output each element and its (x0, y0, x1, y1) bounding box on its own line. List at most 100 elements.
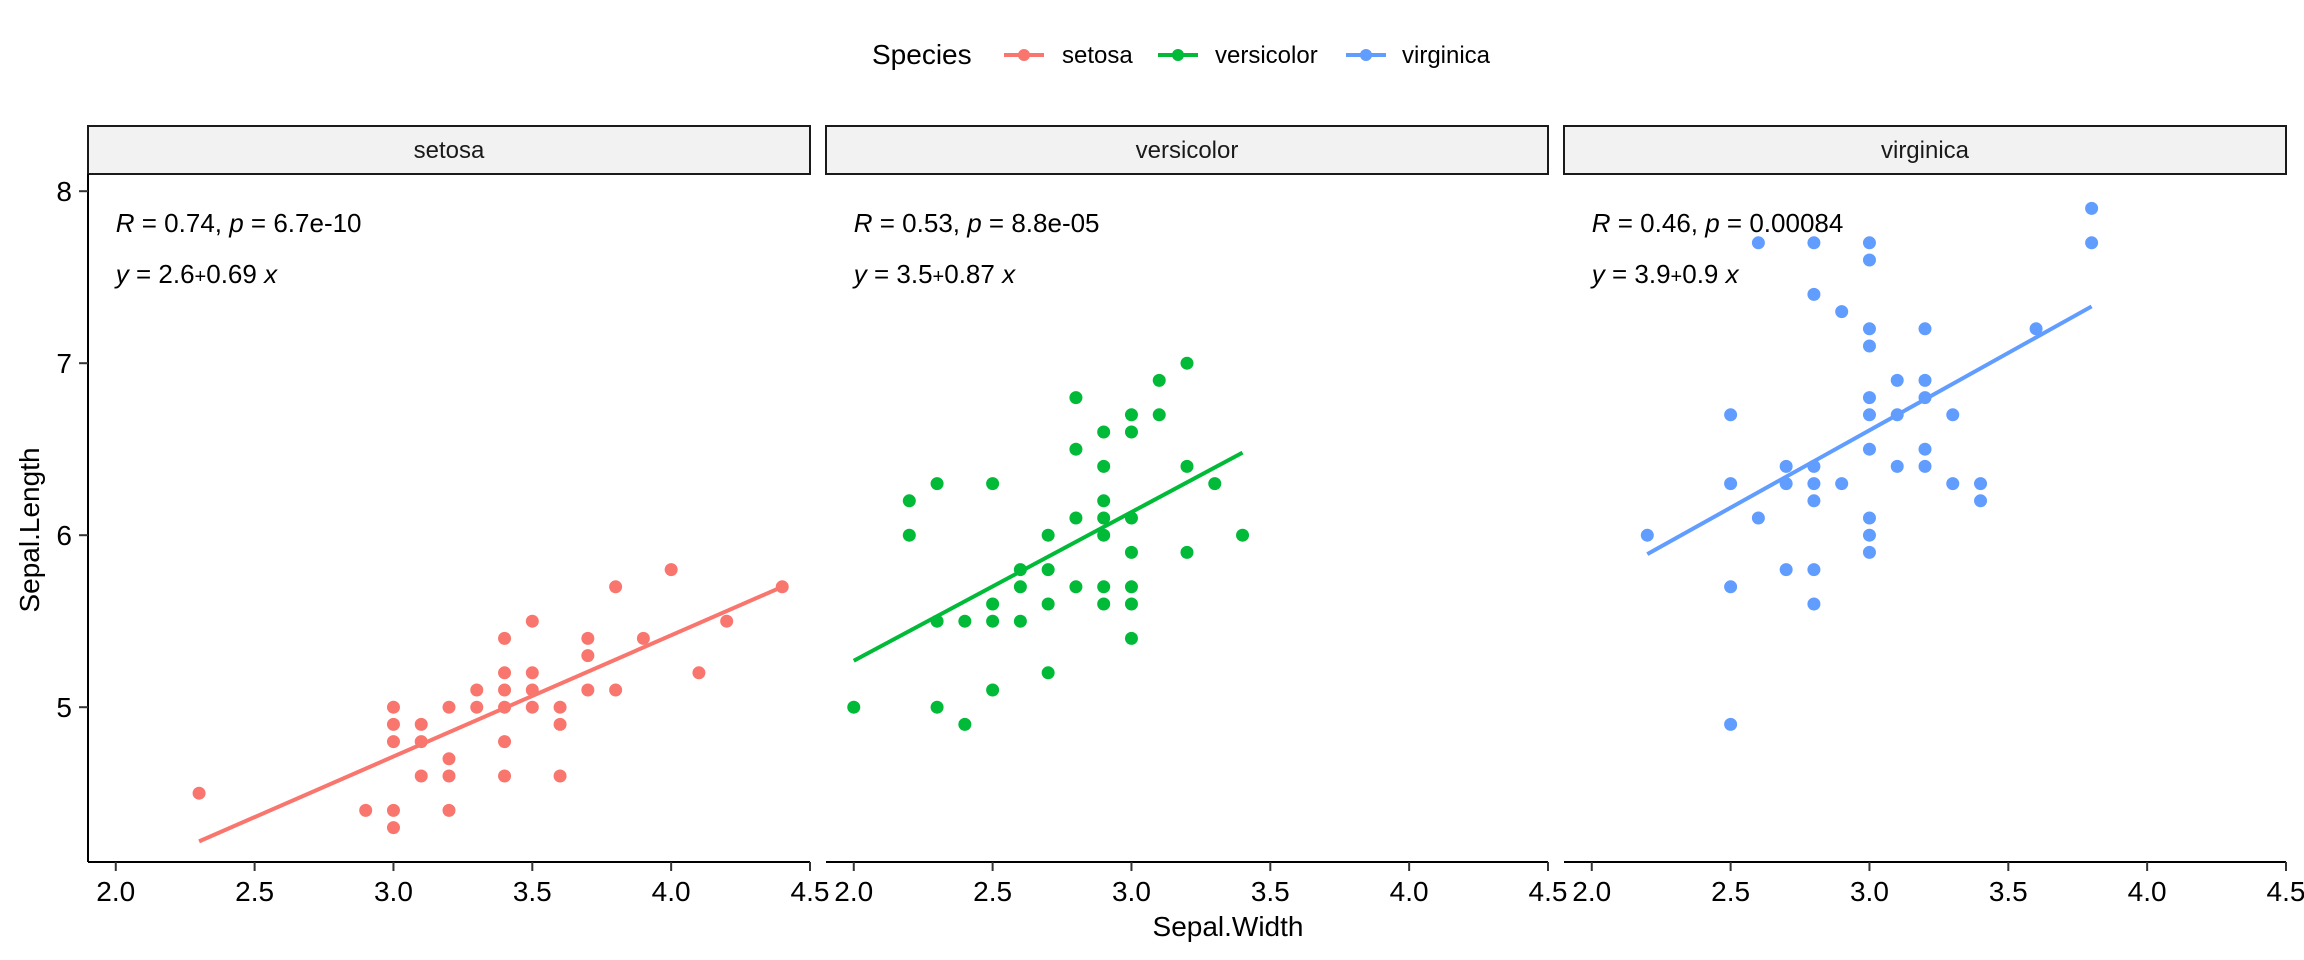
data-point (498, 769, 512, 783)
stat-value: = 0.74, (135, 208, 230, 238)
data-point (1807, 477, 1821, 491)
data-point (1807, 459, 1821, 473)
data-point (498, 631, 512, 645)
facet-panel-setosa: setosa 2.0 2.5 3.0 3.5 4.0 4.5 5 6 7 8 R = 0.74, p … (56, 125, 829, 907)
data-point (1180, 545, 1194, 559)
y-tick-label: 7 (56, 348, 72, 379)
equation-value: 0.9 (1682, 259, 1725, 289)
legend-label-versicolor: versicolor (1215, 42, 1318, 69)
stat-value: = 0.00084 (1720, 208, 1844, 238)
data-point (986, 683, 1000, 697)
data-point (1918, 442, 1932, 456)
data-point (1862, 528, 1876, 542)
data-point (1807, 597, 1821, 611)
data-point (1097, 494, 1111, 508)
data-point (1069, 511, 1083, 525)
data-point (1097, 459, 1111, 473)
data-point (386, 700, 400, 714)
equation-symbol: x (1000, 259, 1016, 289)
data-point (1180, 356, 1194, 370)
x-tick-label: 4.0 (652, 876, 691, 907)
data-point (986, 614, 1000, 628)
data-point (1862, 511, 1876, 525)
stat-symbol: R (1592, 208, 1611, 238)
data-point (1724, 408, 1738, 422)
facet-strip-label-versicolor: versicolor (1136, 137, 1239, 164)
data-point (1124, 597, 1138, 611)
data-point (1918, 459, 1932, 473)
data-point (1069, 442, 1083, 456)
data-point (525, 700, 539, 714)
x-tick-label: 2.0 (96, 876, 135, 907)
data-point (414, 769, 428, 783)
legend-title: Species (872, 39, 972, 70)
equation-value: 0.87 (944, 259, 1002, 289)
data-point (581, 683, 595, 697)
data-point (1862, 408, 1876, 422)
data-point (636, 631, 650, 645)
stat-symbol: p (966, 208, 981, 238)
x-axis-title: Sepal.Width (1153, 911, 1304, 942)
stat-value: = 0.53, (873, 208, 968, 238)
x-tick-label: 4.5 (2267, 876, 2304, 907)
data-point (1751, 236, 1765, 250)
data-point (386, 803, 400, 817)
data-point (609, 683, 623, 697)
data-point (553, 717, 567, 731)
data-point (1013, 580, 1027, 594)
data-point (1124, 511, 1138, 525)
data-point (847, 700, 861, 714)
equation-symbol: x (1724, 259, 1740, 289)
data-point (1124, 631, 1138, 645)
data-point (1041, 528, 1055, 542)
equation-symbol: y (114, 259, 131, 289)
equation-value: = 3.5 (867, 259, 933, 289)
stat-symbol: R (854, 208, 873, 238)
data-point (1097, 580, 1111, 594)
data-point (525, 683, 539, 697)
legend-dot-virginica (1360, 49, 1372, 61)
data-point (1890, 373, 1904, 387)
x-tick-label: 4.5 (1529, 876, 1568, 907)
x-tick-label: 3.5 (1989, 876, 2028, 907)
y-axis-title: Sepal.Length (14, 447, 45, 612)
data-point (2085, 236, 2099, 250)
data-point (1807, 236, 1821, 250)
data-point (1862, 253, 1876, 267)
x-tick-label: 4.0 (1390, 876, 1429, 907)
data-point (1180, 459, 1194, 473)
data-point (1069, 391, 1083, 405)
stat-value: = 6.7e-10 (244, 208, 362, 238)
data-point (1069, 580, 1083, 594)
x-tick-label: 2.5 (1711, 876, 1750, 907)
data-point (386, 735, 400, 749)
data-point (1041, 666, 1055, 680)
data-point (958, 614, 972, 628)
equation-symbol: x (262, 259, 278, 289)
data-point (1918, 391, 1932, 405)
data-point (902, 494, 916, 508)
stat-annotation-r-p: R = 0.46, p = 0.00084 (1592, 208, 1844, 238)
data-point (1152, 373, 1166, 387)
data-point (1124, 580, 1138, 594)
data-point (1041, 563, 1055, 577)
data-point (553, 769, 567, 783)
data-point (414, 717, 428, 731)
data-point (498, 683, 512, 697)
data-point (1640, 528, 1654, 542)
data-point (1236, 528, 1250, 542)
data-point (386, 821, 400, 835)
data-point (930, 477, 944, 491)
data-point (1835, 305, 1849, 319)
data-point (609, 580, 623, 594)
data-point (1946, 408, 1960, 422)
legend: Species setosa versicolor virginica (872, 39, 1491, 70)
data-point (1013, 563, 1027, 577)
y-tick-label: 5 (56, 692, 72, 723)
data-point (359, 803, 373, 817)
data-point (1918, 373, 1932, 387)
data-point (1097, 511, 1111, 525)
data-point (442, 803, 456, 817)
equation-symbol: y (852, 259, 869, 289)
